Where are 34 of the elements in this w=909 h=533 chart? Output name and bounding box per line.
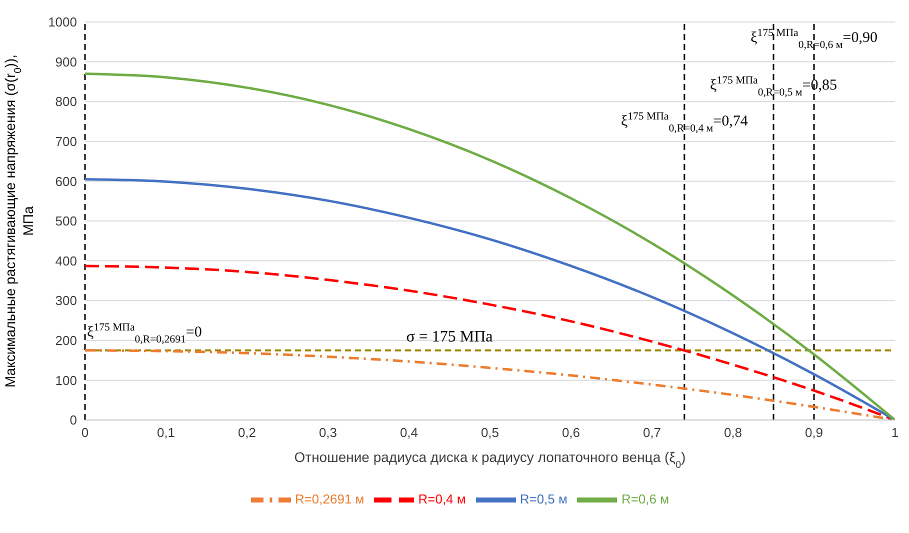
x-axis-title: Отношение радиуса диска к радиусу лопаточного венца (ξ$_{0}$) bbox=[294, 449, 686, 470]
y-tick-label: 500 bbox=[55, 214, 77, 229]
y-tick-label: 0 bbox=[70, 412, 77, 428]
y-tick-label: 900 bbox=[55, 54, 77, 70]
ref-line-label: σ = 175 МПа bbox=[406, 328, 493, 346]
ref-line-label: ξ$^{175 МПа}$$_{0,R=0,6 м}$=0,90 bbox=[750, 26, 878, 51]
line-series bbox=[85, 178, 895, 420]
x-tick-label: 0,6 bbox=[562, 425, 580, 440]
x-tick-label: 0,5 bbox=[480, 425, 500, 440]
x-tick-label: 0,4 bbox=[400, 425, 418, 440]
y-tick-label: 800 bbox=[55, 94, 77, 110]
ref-line-label: ξ$^{175 МПа}$$_{0,R=0,5 м}$=0,85 bbox=[710, 74, 837, 99]
y-tick-label: 600 bbox=[55, 174, 77, 189]
legend-label: R=0,5 м bbox=[520, 491, 568, 506]
y-tick-label: 1000 bbox=[48, 14, 77, 30]
x-tick-label: 0,3 bbox=[318, 425, 338, 440]
legend-label: R=0,6 м bbox=[621, 491, 670, 506]
legend-label: R=0,4 м bbox=[418, 491, 466, 506]
x-tick-label: 0,8 bbox=[724, 425, 742, 440]
y-tick-label: 100 bbox=[55, 372, 77, 388]
ref-line-label: ξ$^{175 МПа}$$_{0,R=0,2691}$=0 bbox=[87, 321, 202, 346]
x-tick-label: 0,1 bbox=[156, 425, 176, 440]
x-tick-label: 0,2 bbox=[238, 425, 256, 440]
x-tick-label: 1 bbox=[891, 425, 899, 440]
x-tick-label: 0,7 bbox=[642, 425, 662, 440]
y-tick-label: 400 bbox=[55, 253, 77, 268]
y-tick-label: 200 bbox=[55, 333, 77, 348]
x-tick-label: 0 bbox=[81, 425, 89, 440]
ref-line-label: ξ$^{175 МПа}$$_{0,R=0,4 м}$=0,74 bbox=[620, 110, 748, 134]
x-tick-label: 0,9 bbox=[804, 425, 824, 440]
legend-label: R=0,2691 м bbox=[294, 491, 364, 506]
line-series bbox=[85, 72, 895, 420]
y-tick-label: 300 bbox=[55, 293, 77, 308]
y-tick-label: 700 bbox=[55, 134, 77, 150]
